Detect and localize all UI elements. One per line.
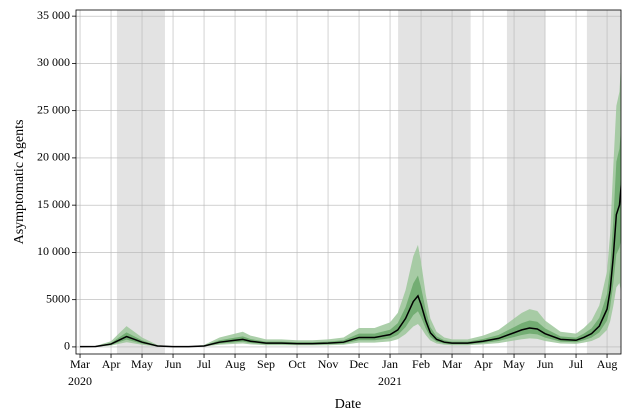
- x-tick-label: Jul: [197, 357, 212, 371]
- shaded-region: [506, 10, 546, 354]
- plot-frame: [75, 9, 622, 355]
- x-tick-label: Jun: [165, 357, 182, 371]
- x-tick-label: Dec: [349, 357, 368, 371]
- y-axis-title: Asymptomatic Agents: [12, 120, 27, 245]
- median-line: [80, 179, 621, 348]
- x-tick-label: Jan: [382, 357, 398, 371]
- x-axis-title: Date: [335, 397, 361, 412]
- x-tick-label: Jul: [569, 357, 584, 371]
- y-tick-label: 25 000: [37, 102, 70, 116]
- shaded-region: [116, 10, 165, 354]
- x-tick-label: Aug: [597, 357, 618, 371]
- x-tick-label: Mar: [70, 357, 90, 371]
- x-tick-label: Mar: [442, 357, 462, 371]
- y-tick-label: 30 000: [37, 55, 70, 69]
- x-tick-label: May: [131, 357, 153, 371]
- x-tick-label: May: [503, 357, 525, 371]
- x-tick-label: Aug: [225, 357, 246, 371]
- year-label: 2021: [378, 374, 402, 388]
- x-tick-label: Apr: [474, 357, 493, 371]
- y-tick-label: 5000: [46, 291, 70, 305]
- y-tick-label: 0: [64, 339, 70, 353]
- x-tick-label: Apr: [102, 357, 121, 371]
- y-tick-label: 35 000: [37, 8, 70, 22]
- y-tick-label: 20 000: [37, 150, 70, 164]
- x-tick-label: Feb: [412, 357, 430, 371]
- y-tick-label: 10 000: [37, 244, 70, 258]
- year-label: 2020: [68, 374, 92, 388]
- x-tick-label: Nov: [318, 357, 339, 371]
- x-tick-label: Sep: [257, 357, 275, 371]
- x-tick-label: Oct: [288, 357, 306, 371]
- plot-area: [76, 10, 621, 354]
- y-tick-label: 15 000: [37, 197, 70, 211]
- x-tick-label: Jun: [537, 357, 554, 371]
